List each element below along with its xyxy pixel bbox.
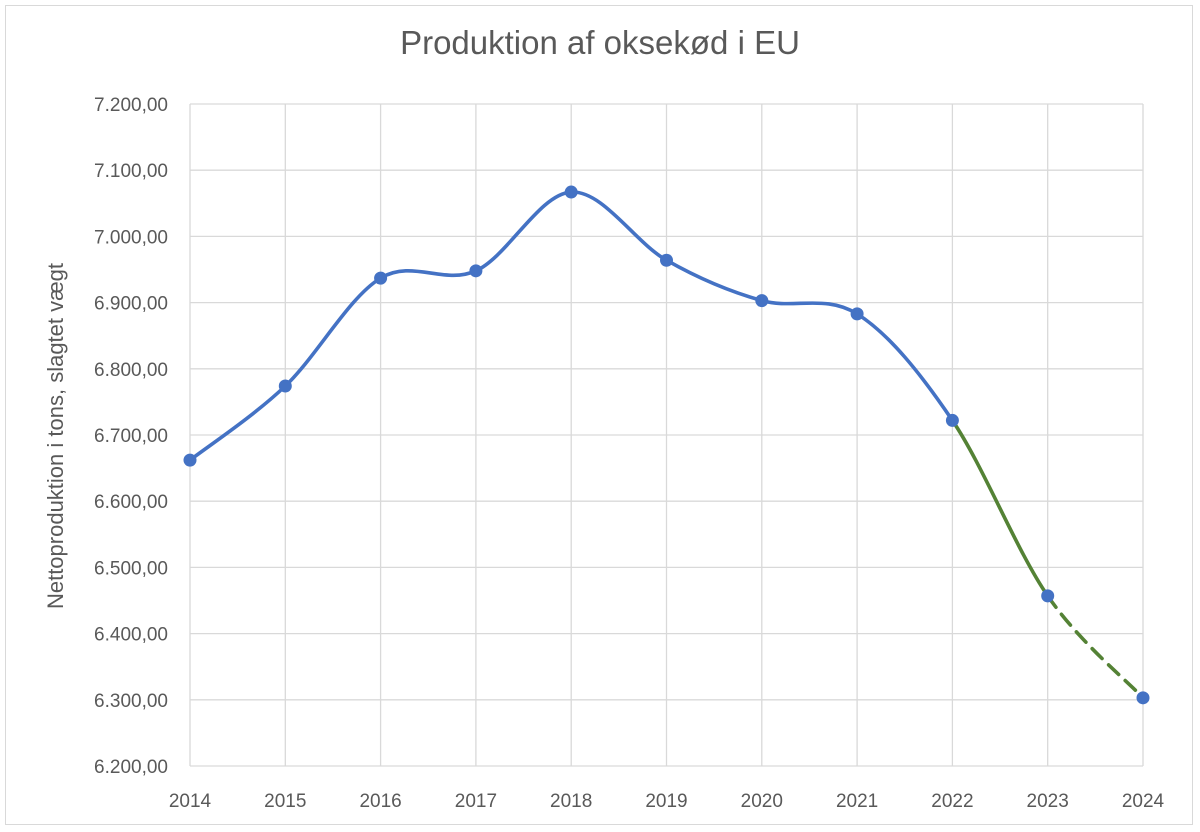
x-tick-label: 2022 (931, 791, 973, 812)
data-point-2020 (755, 294, 769, 308)
y-tick-label: 6.800,00 (94, 360, 168, 381)
series-line-dashed (1045, 594, 1145, 700)
y-tick-label: 6.500,00 (94, 558, 168, 579)
x-tick-label: 2016 (359, 791, 401, 812)
data-point-2023 (1041, 589, 1055, 603)
y-tick-labels: 6.200,00 6.300,00 6.400,00 6.500,00 6.600,00… (94, 95, 168, 778)
data-points (183, 185, 1150, 705)
x-tick-label: 2017 (455, 791, 497, 812)
y-tick-label: 7.100,00 (94, 161, 168, 182)
data-point-2022 (945, 413, 959, 427)
x-tick-labels: 2014 2015 2016 2017 2018 2019 2020 2021 2022 2023… (169, 791, 1165, 812)
y-tick-label: 6.400,00 (94, 625, 168, 646)
chart-frame (5, 5, 1193, 825)
y-tick-label: 6.900,00 (94, 294, 168, 315)
y-tick-label: 6.600,00 (94, 492, 168, 513)
data-point-2018 (564, 185, 578, 199)
y-tick-label: 6.700,00 (94, 426, 168, 447)
data-point-2014 (183, 453, 197, 467)
x-tick-label: 2014 (169, 791, 212, 812)
data-point-2016 (374, 271, 388, 285)
y-tick-label: 7.000,00 (94, 227, 168, 248)
series-line-solid (950, 418, 1050, 598)
x-tick-label: 2024 (1122, 791, 1165, 812)
gridlines (189, 103, 1144, 767)
x-tick-label: 2019 (645, 791, 687, 812)
y-tick-label: 6.200,00 (94, 757, 168, 778)
data-point-2019 (660, 253, 673, 267)
data-point-2015 (278, 379, 292, 393)
x-tick-label: 2018 (550, 791, 592, 812)
x-tick-label: 2020 (741, 791, 783, 812)
x-tick-label: 2015 (264, 791, 306, 812)
data-point-2017 (469, 264, 483, 278)
data-point-2021 (850, 307, 864, 321)
x-tick-label: 2021 (836, 791, 878, 812)
data-point-2024 (1136, 691, 1150, 705)
y-tick-label: 6.300,00 (94, 691, 168, 712)
y-tick-label: 7.200,00 (94, 95, 168, 116)
x-tick-label: 2023 (1027, 791, 1069, 812)
chart-title: Produktion af oksekød i EU (400, 24, 800, 61)
